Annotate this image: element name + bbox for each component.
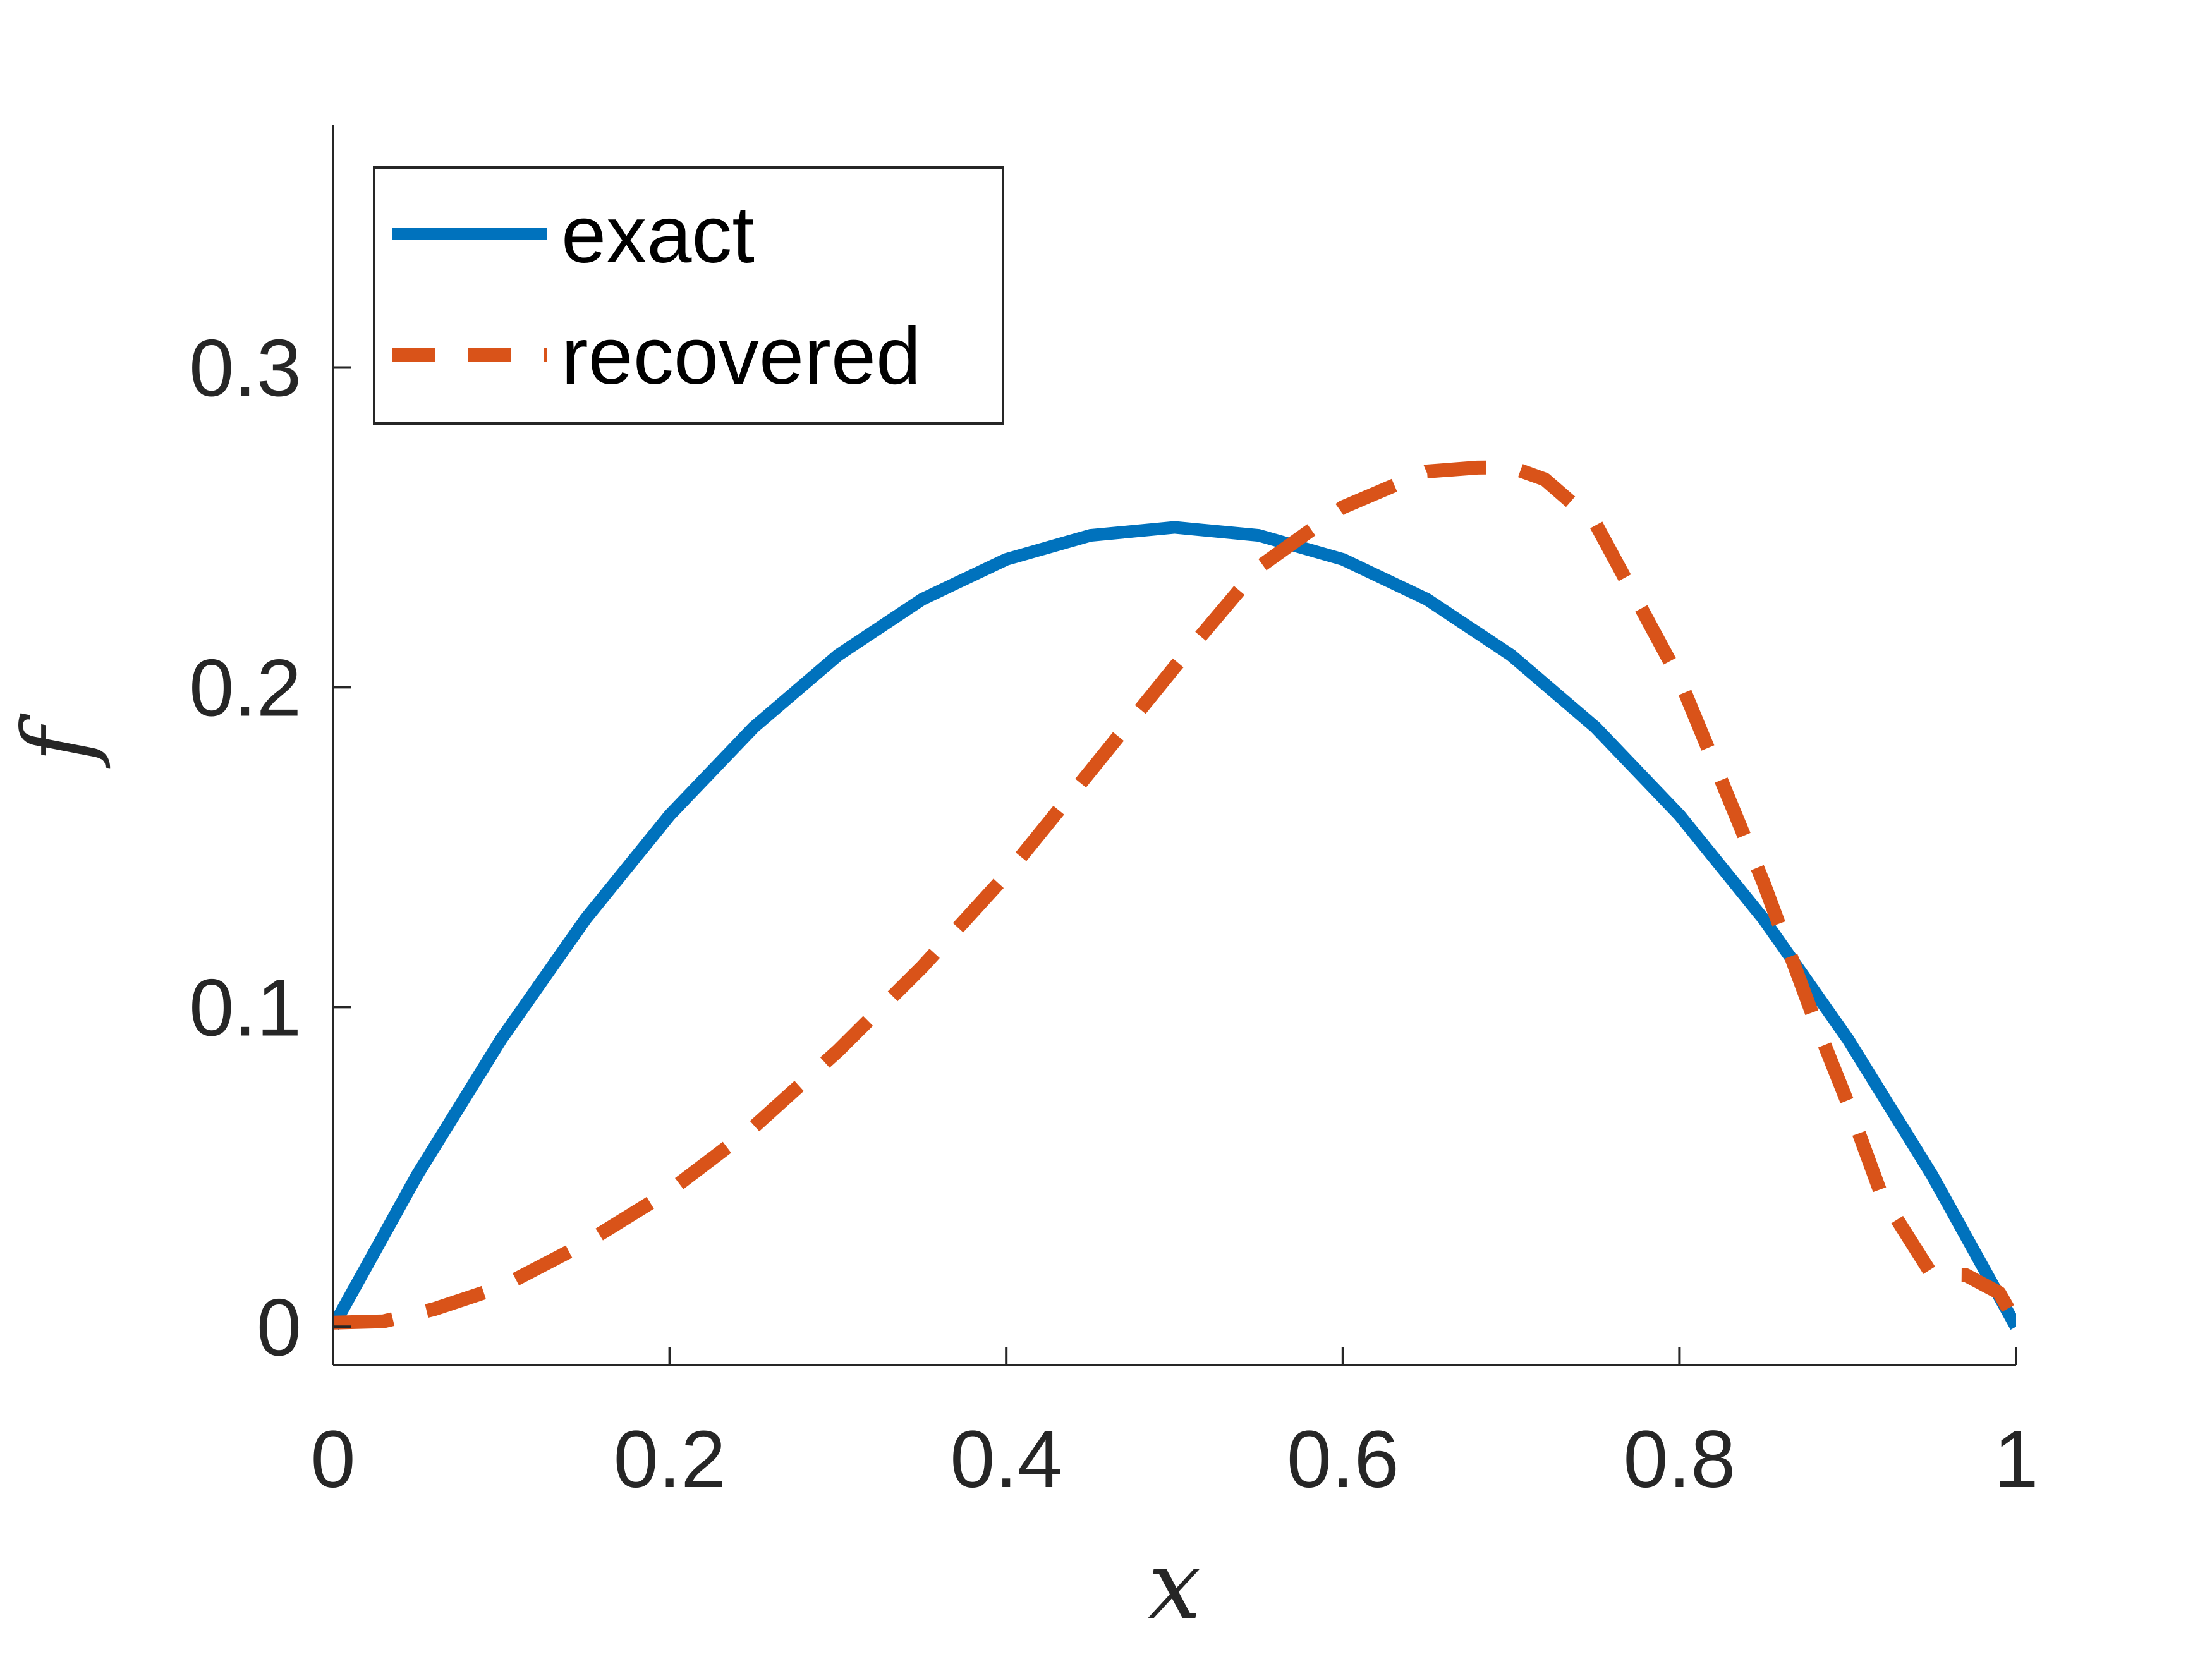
legend-label-recovered: recovered [561, 311, 921, 401]
y-tick-label: 0 [257, 1282, 301, 1373]
x-tick-label: 0.8 [1623, 1414, 1735, 1505]
series-line-exact [333, 521, 2016, 1330]
y-tick-label: 0.1 [189, 963, 301, 1053]
x-tick-label: 1 [1993, 1414, 2038, 1505]
series-layer [333, 460, 2016, 1330]
y-tick-label: 0.3 [189, 324, 301, 414]
x-tick-label: 0.6 [1287, 1414, 1399, 1505]
tick-label-layer: 0 0.2 0.4 0.6 0.8 1 0 0.1 0.2 0.3 [189, 324, 2039, 1505]
legend-label-exact: exact [561, 190, 755, 280]
x-tick-label: 0.2 [614, 1414, 726, 1505]
axes-layer [332, 125, 2017, 1366]
legend: exact recovered [373, 166, 1004, 425]
x-tick-label: 0 [310, 1414, 355, 1505]
series-line-recovered [333, 460, 2016, 1330]
y-tick-label: 0.2 [189, 643, 301, 733]
x-axis-title: x [1148, 1531, 1201, 1641]
legend-box [373, 166, 1004, 425]
x-tick-label: 0.4 [950, 1414, 1062, 1505]
